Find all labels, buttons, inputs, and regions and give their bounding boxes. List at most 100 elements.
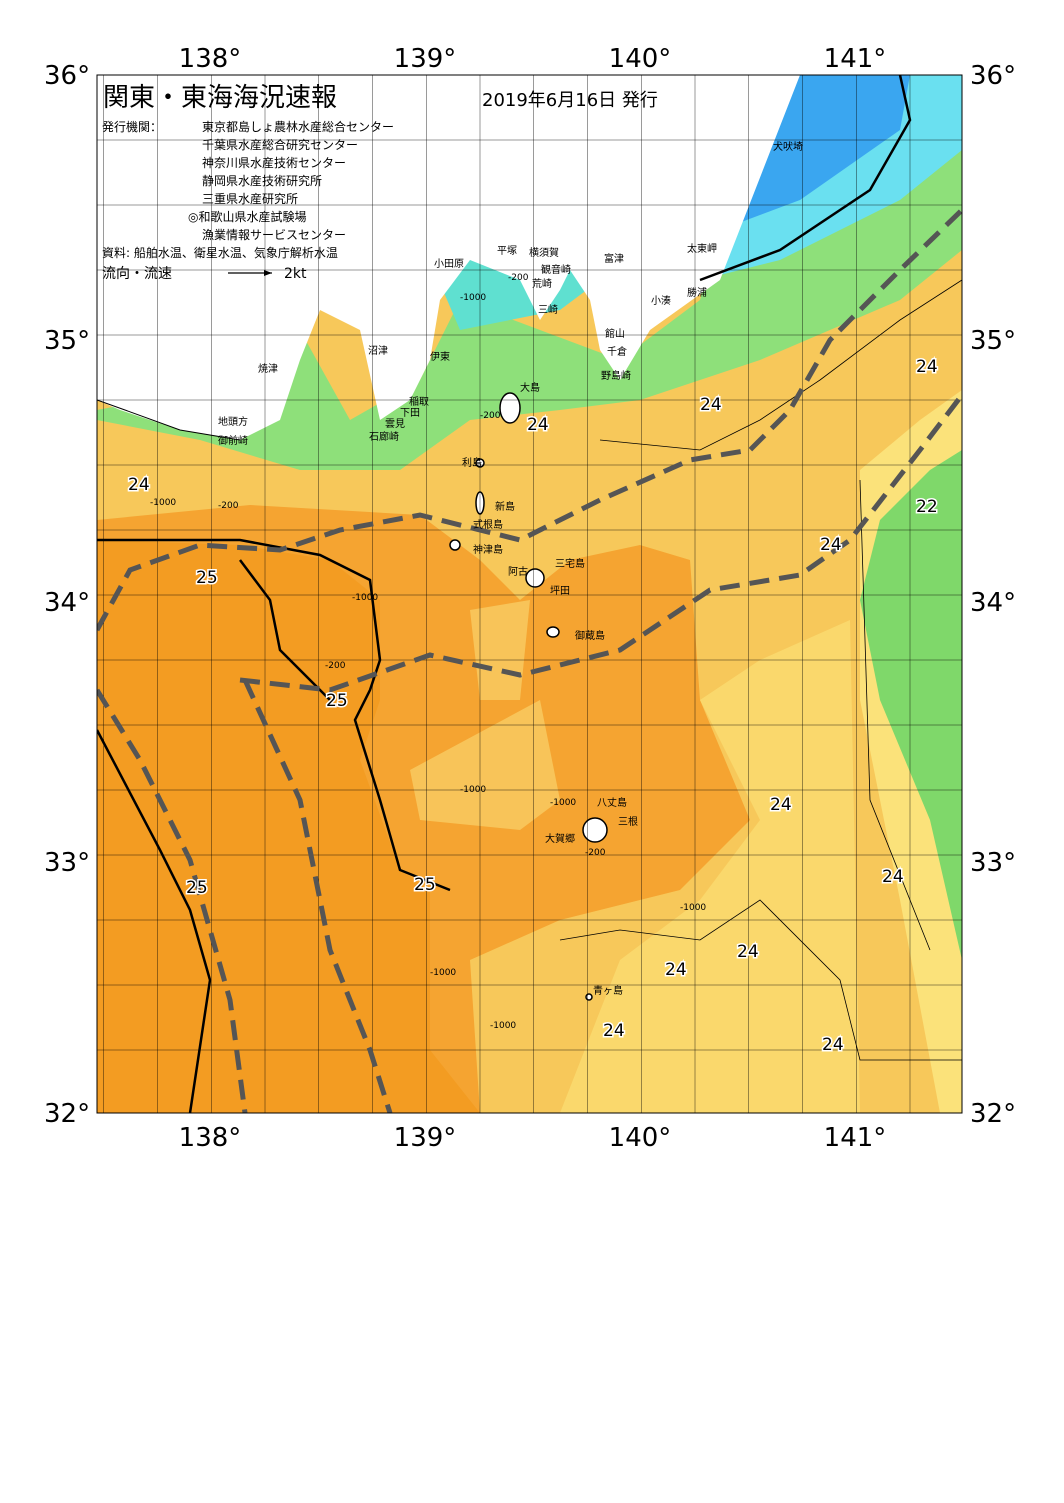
place-name: 勝浦: [687, 286, 707, 299]
depth-label: -1000: [430, 968, 456, 978]
issuer: 神奈川県水産技術センター: [202, 155, 346, 170]
temperature-label: 24: [603, 1021, 625, 1041]
lat-label-left: 34°: [44, 588, 90, 618]
place-name: 横須賀: [529, 246, 559, 259]
depth-label: -1000: [490, 1021, 516, 1031]
lon-label-top: 141°: [824, 44, 887, 74]
depth-label: -1000: [352, 593, 378, 603]
islands: [449, 392, 608, 1001]
place-name: 館山: [605, 327, 625, 340]
place-name: 観音崎: [541, 263, 571, 276]
place-name: 地頭方: [218, 415, 248, 428]
place-name: 利島: [462, 456, 482, 469]
lat-label-right: 35°: [970, 326, 1016, 356]
map-frame: [96, 74, 963, 1114]
issuer-label: 発行機関：: [102, 119, 162, 134]
temperature-label: 24: [822, 1035, 844, 1055]
lat-label-left: 33°: [44, 848, 90, 878]
place-name: 平塚: [497, 245, 517, 257]
lon-label-top: 140°: [609, 44, 672, 74]
map-title: 関東・東海海況速報: [103, 83, 337, 113]
place-name: 式根島: [473, 518, 503, 531]
temperature-label: 25: [414, 875, 436, 895]
current-scale: 2kt: [284, 266, 307, 282]
depth-label: -1000: [550, 798, 576, 808]
lat-label-right: 32°: [970, 1099, 1016, 1129]
place-name: 大島: [520, 381, 540, 394]
place-name: 小田原: [434, 258, 464, 270]
place-name: 大賀郷: [545, 832, 575, 845]
land: [97, 75, 800, 440]
temperature-label: 24: [128, 475, 150, 495]
offshore-blue: [720, 75, 910, 230]
labels: 138° 138° 139° 139° 140° 140° 141° 141° 36° 36° 35…: [44, 44, 1016, 1153]
temperature-label: 25: [326, 691, 348, 711]
coastline: [97, 399, 241, 441]
depth-label: -200: [585, 848, 606, 858]
lat-label-left: 32°: [44, 1099, 90, 1129]
temperature-label: 24: [916, 357, 938, 377]
place-name: 犬吠埼: [773, 140, 803, 153]
depth-label: -1000: [460, 293, 486, 303]
place-name: 阿古: [508, 565, 528, 578]
lon-label-bottom: 141°: [824, 1123, 887, 1153]
temperature-label: 24: [700, 395, 722, 415]
temperature-label: 24: [770, 795, 792, 815]
issuer-list: 東京都島しょ農林水産総合センター千葉県水産総合研究センター神奈川県水産技術センタ…: [188, 119, 394, 242]
temperature-label: 24: [820, 535, 842, 555]
temperature-label: 24: [882, 867, 904, 887]
lat-label-right: 36°: [970, 61, 1016, 91]
place-name: 伊東: [430, 350, 450, 363]
place-name: 三根: [618, 815, 638, 828]
lat-label-right: 34°: [970, 588, 1016, 618]
lon-label-top: 138°: [179, 44, 242, 74]
source-note: 資料: 船舶水温、衛星水温、気象庁解析水温: [102, 245, 338, 260]
depth-label: -200: [218, 501, 239, 511]
issue-date: 2019年6月16日 発行: [482, 90, 658, 111]
lon-label-bottom: 140°: [609, 1123, 672, 1153]
place-name: 神津島: [473, 543, 503, 556]
place-name: 坪田: [550, 584, 570, 597]
place-name: 三宅島: [555, 557, 585, 570]
depth-label: -1000: [680, 903, 706, 913]
place-name: 稲取: [409, 396, 429, 408]
place-name: 雲見: [385, 418, 405, 430]
place-name: 下田: [400, 408, 420, 419]
lon-label-bottom: 138°: [179, 1123, 242, 1153]
depth-label: -200: [508, 273, 529, 283]
issuer: 漁業情報サービスセンター: [202, 228, 346, 242]
issuer: 東京都島しょ農林水産総合センター: [202, 119, 394, 134]
place-name: 千倉: [607, 345, 627, 358]
place-name: 富津: [604, 252, 624, 265]
place-name: 沼津: [368, 344, 388, 357]
green-zone: [860, 450, 962, 960]
place-name: 御蔵島: [575, 629, 605, 642]
isotherm-thin: [559, 279, 962, 1061]
lat-label-left: 35°: [44, 326, 90, 356]
temperature-label: 22: [916, 497, 938, 517]
temperature-label: 24: [665, 960, 687, 980]
depth-label: -200: [325, 661, 346, 671]
cool-zone: [560, 620, 860, 1113]
depth-label: -1000: [460, 785, 486, 795]
lat-label-right: 33°: [970, 848, 1016, 878]
issuer: 三重県水産研究所: [202, 191, 298, 206]
temperature-label: 25: [196, 568, 218, 588]
depth-label: -1000: [150, 498, 176, 508]
current-axis: [97, 208, 962, 1113]
depth-label: -200: [480, 411, 501, 421]
place-name: 野島崎: [601, 369, 631, 382]
place-name: 小湊: [651, 294, 671, 307]
place-name: 青ヶ島: [593, 984, 623, 997]
place-name: 八丈島: [597, 796, 627, 809]
lat-label-left: 36°: [44, 61, 90, 91]
place-name: 新島: [495, 500, 515, 513]
cool-patch: [410, 600, 560, 830]
place-name: 石廊崎: [369, 430, 399, 443]
place-name: 三崎: [538, 303, 558, 316]
issuer: 千葉県水産総合研究センター: [202, 137, 358, 152]
lon-label-top: 139°: [394, 44, 457, 74]
temperature-label: 25: [186, 878, 208, 898]
warm-core: [97, 540, 480, 1113]
